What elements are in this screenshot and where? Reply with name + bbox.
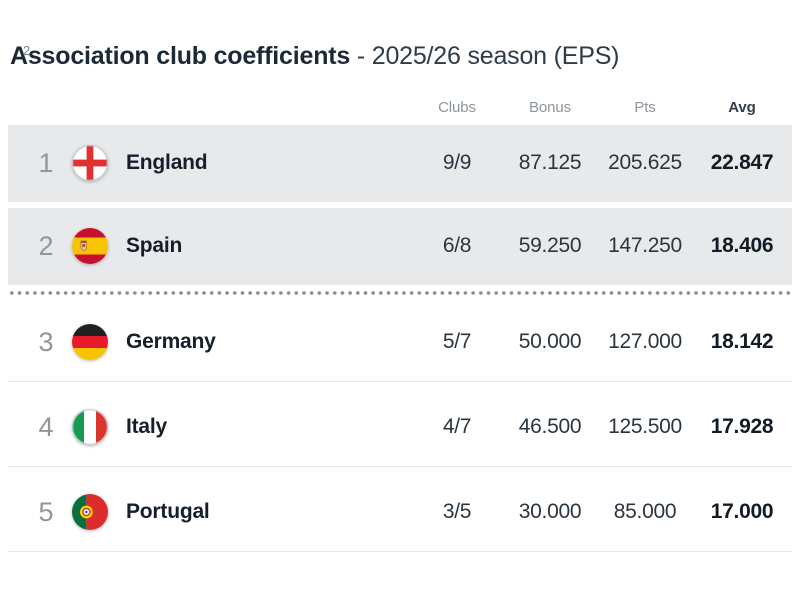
rank-number: 1 bbox=[38, 147, 54, 178]
italy-flag-icon bbox=[72, 409, 108, 446]
rank-number: 2 bbox=[38, 230, 54, 261]
country-name: Italy bbox=[126, 415, 168, 439]
country-name: England bbox=[126, 151, 208, 175]
portugal-flag-icon bbox=[72, 494, 108, 531]
avg-value: 22.847 bbox=[710, 151, 774, 175]
table-row-spain[interactable]: 2 Spain 6/8 59.250 147.250 18.406 bbox=[8, 207, 792, 285]
column-header-clubs: Clubs bbox=[438, 98, 476, 116]
pts-value: 127.000 bbox=[608, 330, 682, 354]
avg-value: 18.406 bbox=[710, 234, 774, 258]
bonus-value: 46.500 bbox=[518, 415, 582, 439]
avg-value: 17.000 bbox=[710, 500, 774, 524]
qualification-cutoff-dotted-line bbox=[8, 290, 792, 295]
clubs-value: 6/8 bbox=[442, 234, 472, 258]
table-row-italy[interactable]: 4 Italy 4/7 46.500 125.500 17.928 bbox=[8, 389, 792, 467]
bonus-value: 30.000 bbox=[518, 500, 582, 524]
pts-value: 85.000 bbox=[613, 500, 677, 524]
clubs-value: 9/9 bbox=[442, 151, 472, 175]
bonus-value: 59.250 bbox=[518, 234, 582, 258]
table-row-portugal[interactable]: 5 Portugal 3/5 30.000 85.000 17.000 bbox=[8, 474, 792, 552]
pts-value: 205.625 bbox=[608, 151, 682, 175]
country-name: Portugal bbox=[126, 500, 210, 524]
column-header-pts: Pts bbox=[634, 98, 656, 116]
england-flag-icon bbox=[72, 145, 108, 182]
page-title: Association club coefficients - 2025/26 … bbox=[10, 42, 792, 71]
bonus-value: 50.000 bbox=[518, 330, 582, 354]
column-header-avg: Avg bbox=[728, 98, 756, 116]
page-title-suffix: - 2025/26 season (EPS) bbox=[350, 42, 620, 70]
avg-value: 18.142 bbox=[710, 330, 774, 354]
page-title-main: Association club coefficients bbox=[10, 42, 351, 70]
pts-value: 125.500 bbox=[608, 415, 682, 439]
germany-flag-icon bbox=[72, 324, 108, 361]
clubs-value: 4/7 bbox=[442, 415, 472, 439]
country-name: Spain bbox=[126, 234, 183, 258]
portugal-armillary-emblem bbox=[80, 505, 93, 519]
clubs-value: 5/7 bbox=[442, 330, 472, 354]
table-row-england[interactable]: 1 England 9/9 87.125 205.625 22.847 bbox=[8, 124, 792, 202]
column-header-bonus: Bonus bbox=[528, 98, 572, 116]
clubs-value: 3/5 bbox=[442, 500, 472, 524]
bonus-value: 87.125 bbox=[518, 151, 582, 175]
avg-value: 17.928 bbox=[710, 415, 774, 439]
rank-number: 5 bbox=[38, 496, 54, 527]
country-name: Germany bbox=[126, 330, 216, 354]
table-row-germany[interactable]: 3 Germany 5/7 50.000 127.000 18.142 bbox=[8, 304, 792, 382]
pts-value: 147.250 bbox=[608, 234, 682, 258]
rank-number: 4 bbox=[38, 411, 54, 442]
spain-flag-icon bbox=[72, 228, 108, 265]
coefficients-page: Association club coefficients - 2025/26 … bbox=[0, 42, 800, 552]
spain-coat-of-arms bbox=[80, 240, 87, 252]
table-header-row: Clubs Bonus Pts Avg bbox=[8, 91, 792, 125]
page-corner-mark: 2 bbox=[23, 43, 31, 58]
rank-number: 3 bbox=[38, 326, 54, 357]
